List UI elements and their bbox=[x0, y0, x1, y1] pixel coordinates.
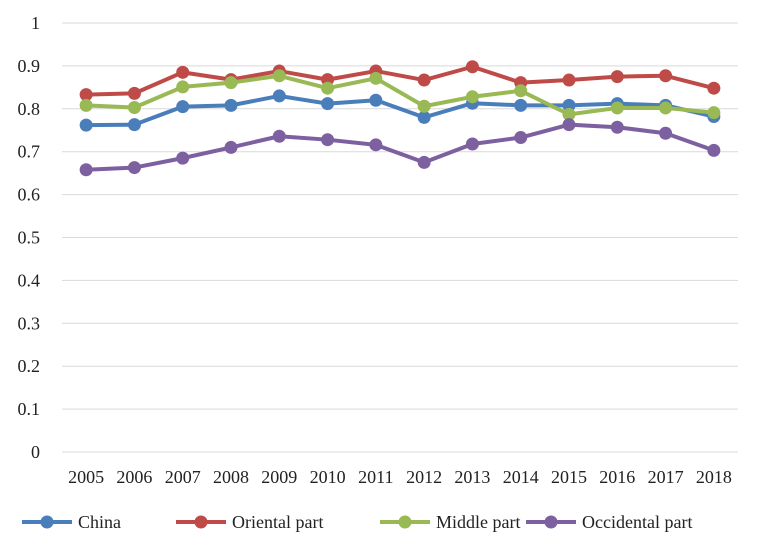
data-point-middle-part bbox=[79, 98, 93, 112]
data-point-occidental-part bbox=[514, 131, 528, 145]
data-point-occidental-part bbox=[369, 138, 383, 152]
legend: China Oriental part Middle part Occidental … bbox=[22, 512, 692, 532]
x-tick-label: 2015 bbox=[551, 467, 587, 487]
data-point-china bbox=[562, 98, 576, 112]
series-middle-part bbox=[79, 69, 721, 121]
data-point-middle-part bbox=[610, 101, 624, 115]
data-point-china bbox=[176, 100, 190, 114]
x-tick-label: 2008 bbox=[213, 467, 249, 487]
data-point-middle-part bbox=[176, 80, 190, 94]
x-tick-label: 2016 bbox=[599, 467, 635, 487]
data-point-middle-part bbox=[417, 99, 431, 113]
y-tick-label: 0.8 bbox=[18, 99, 41, 119]
y-tick-label: 0.2 bbox=[18, 356, 41, 376]
data-point-occidental-part bbox=[127, 161, 141, 175]
x-tick-label: 2013 bbox=[454, 467, 490, 487]
y-tick-label: 0.5 bbox=[18, 228, 41, 248]
data-point-occidental-part bbox=[176, 151, 190, 165]
data-point-middle-part bbox=[659, 101, 673, 115]
data-point-middle-part bbox=[562, 107, 576, 121]
y-tick-label: 0.4 bbox=[18, 270, 41, 290]
data-point-occidental-part bbox=[224, 140, 238, 154]
x-tick-label: 2017 bbox=[648, 467, 684, 487]
data-point-middle-part bbox=[127, 101, 141, 115]
data-point-oriental-part bbox=[176, 65, 190, 79]
series-occidental-part bbox=[79, 118, 721, 177]
data-point-china bbox=[417, 110, 431, 124]
series-line-oriental-part bbox=[86, 64, 715, 97]
x-tick-label: 2012 bbox=[406, 467, 442, 487]
legend-item-occidental-part: Occidental part bbox=[526, 512, 692, 532]
data-point-oriental-part bbox=[127, 86, 141, 100]
gridlines bbox=[62, 22, 738, 453]
data-point-china bbox=[224, 98, 238, 112]
data-point-oriental-part bbox=[562, 73, 576, 87]
data-point-china bbox=[369, 93, 383, 107]
series-line-china bbox=[86, 93, 715, 128]
legend-label: Oriental part bbox=[232, 512, 323, 532]
data-point-middle-part bbox=[369, 71, 383, 85]
data-point-oriental-part bbox=[707, 81, 721, 95]
x-tick-label: 2006 bbox=[116, 467, 152, 487]
y-axis: 0 0.1 0.2 0.3 0.4 0.5 0.6 0.7 0.8 0.9 1 bbox=[18, 13, 41, 462]
data-point-occidental-part bbox=[79, 163, 93, 177]
data-point-occidental-part bbox=[659, 126, 673, 140]
y-tick-label: 0.9 bbox=[18, 56, 41, 76]
series-lines bbox=[79, 60, 721, 177]
data-point-middle-part bbox=[224, 76, 238, 90]
y-tick-label: 0 bbox=[31, 442, 40, 462]
data-point-occidental-part bbox=[562, 118, 576, 132]
x-tick-label: 2005 bbox=[68, 467, 104, 487]
x-tick-label: 2007 bbox=[165, 467, 201, 487]
y-tick-label: 0.3 bbox=[18, 313, 41, 333]
legend-marker-occidental-part bbox=[544, 515, 558, 529]
data-point-china bbox=[514, 98, 528, 112]
data-point-middle-part bbox=[465, 90, 479, 104]
data-point-occidental-part bbox=[707, 143, 721, 157]
data-point-oriental-part bbox=[659, 69, 673, 83]
legend-item-middle-part: Middle part bbox=[380, 512, 520, 532]
series-line-occidental-part bbox=[86, 122, 715, 172]
data-point-china bbox=[321, 97, 335, 111]
data-point-middle-part bbox=[321, 81, 335, 95]
x-tick-label: 2010 bbox=[310, 467, 346, 487]
data-point-china bbox=[272, 89, 286, 103]
data-point-middle-part bbox=[707, 106, 721, 120]
y-tick-label: 1 bbox=[31, 13, 40, 33]
legend-item-china: China bbox=[22, 512, 121, 532]
data-point-occidental-part bbox=[610, 120, 624, 134]
x-axis: 2005 2006 2007 2008 2009 2010 2011 2012 2013 2014… bbox=[68, 467, 732, 487]
legend-label: China bbox=[78, 512, 121, 532]
legend-item-oriental-part: Oriental part bbox=[176, 512, 323, 532]
data-point-middle-part bbox=[514, 84, 528, 98]
legend-marker-oriental-part bbox=[194, 515, 208, 529]
data-point-oriental-part bbox=[417, 73, 431, 87]
legend-marker-middle-part bbox=[398, 515, 412, 529]
data-point-occidental-part bbox=[417, 155, 431, 169]
series-china bbox=[79, 89, 721, 132]
x-tick-label: 2011 bbox=[358, 467, 393, 487]
series-line-middle-part bbox=[86, 73, 715, 117]
legend-marker-china bbox=[40, 515, 54, 529]
y-tick-label: 0.6 bbox=[18, 185, 41, 205]
y-tick-label: 0.7 bbox=[18, 142, 41, 162]
data-point-oriental-part bbox=[610, 70, 624, 84]
y-tick-label: 0.1 bbox=[18, 399, 41, 419]
data-point-occidental-part bbox=[272, 129, 286, 143]
x-tick-label: 2014 bbox=[503, 467, 539, 487]
legend-label: Middle part bbox=[436, 512, 520, 532]
data-point-occidental-part bbox=[321, 133, 335, 147]
x-tick-label: 2009 bbox=[261, 467, 297, 487]
legend-label: Occidental part bbox=[582, 512, 692, 532]
x-tick-label: 2018 bbox=[696, 467, 732, 487]
data-point-middle-part bbox=[272, 69, 286, 83]
data-point-oriental-part bbox=[79, 88, 93, 102]
data-point-china bbox=[79, 118, 93, 132]
data-point-oriental-part bbox=[465, 60, 479, 74]
data-point-occidental-part bbox=[465, 137, 479, 151]
data-point-china bbox=[127, 118, 141, 132]
